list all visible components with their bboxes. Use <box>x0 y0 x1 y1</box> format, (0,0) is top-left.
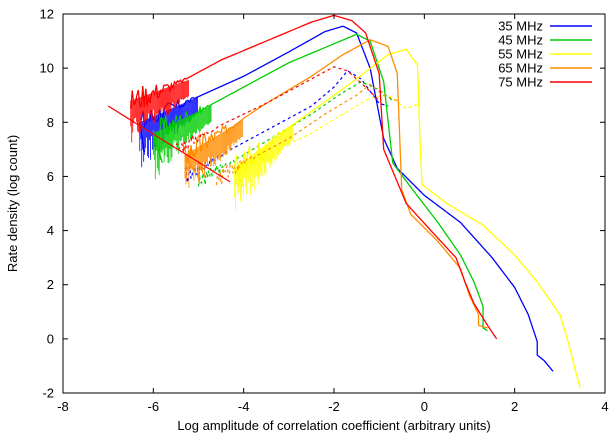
legend-item: 55 MHz <box>498 47 592 62</box>
legend-label: 35 MHz <box>498 19 543 34</box>
series-noise <box>234 123 293 210</box>
legend-label: 65 MHz <box>498 61 543 76</box>
series-45-mhz <box>152 33 488 332</box>
x-tick-label: 4 <box>601 399 608 414</box>
legend-item: 65 MHz <box>498 61 592 76</box>
y-tick-label: 4 <box>47 223 54 238</box>
y-axis-label: Rate density (log count) <box>5 135 20 272</box>
series-line <box>139 25 554 372</box>
series-noise <box>152 105 212 180</box>
x-tick-label: 0 <box>421 399 428 414</box>
series-layer <box>107 14 581 388</box>
legend-label: 45 MHz <box>498 33 543 48</box>
series-75-mhz <box>107 14 498 340</box>
series-65-mhz <box>184 39 488 329</box>
x-tick-label: -8 <box>57 399 69 414</box>
ticks-layer: -8 -6 -4 -2 0 2 4 -2 0 2 4 6 8 10 12 <box>40 7 609 415</box>
series-dashed-line <box>175 66 380 153</box>
legend-label: 55 MHz <box>498 47 543 62</box>
y-tick-label: -2 <box>42 386 54 401</box>
series-dashed-line <box>184 70 389 183</box>
series-dashed-line <box>215 83 398 187</box>
legend-item: 75 MHz <box>498 75 592 90</box>
x-tick-label: -4 <box>238 399 250 414</box>
series-diagonal-line <box>107 105 231 183</box>
y-tick-label: 10 <box>40 61 54 76</box>
x-axis-label: Log amplitude of correlation coefficient… <box>177 418 490 433</box>
legend-label: 75 MHz <box>498 75 543 90</box>
series-noise <box>130 79 189 143</box>
y-tick-label: 0 <box>47 331 54 346</box>
x-tick-label: 2 <box>511 399 518 414</box>
series-line <box>233 48 581 388</box>
series-dashed-line <box>243 94 421 176</box>
legend-item: 35 MHz <box>498 19 592 34</box>
series-line <box>130 14 498 340</box>
x-tick-label: -6 <box>148 399 160 414</box>
series-35-mhz <box>139 25 554 372</box>
series-noise <box>184 120 244 188</box>
y-tick-label: 12 <box>40 7 54 22</box>
y-tick-label: 8 <box>47 115 54 130</box>
series-line <box>152 33 488 332</box>
y-tick-label: 2 <box>47 277 54 292</box>
legend-item: 45 MHz <box>498 33 592 48</box>
y-tick-label: 6 <box>47 169 54 184</box>
series-line <box>184 39 488 329</box>
x-tick-label: -2 <box>328 399 340 414</box>
series-55-mhz <box>233 48 581 388</box>
